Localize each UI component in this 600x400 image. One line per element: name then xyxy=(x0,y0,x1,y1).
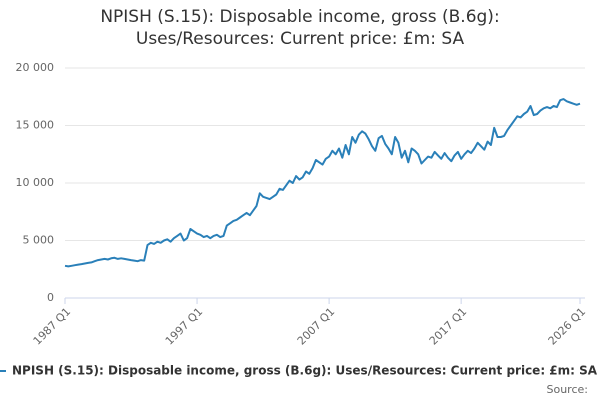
x-tick-label: 1997 Q1 xyxy=(163,305,206,348)
y-tick-label: 20 000 xyxy=(16,61,55,74)
x-tick-label: 1987 Q1 xyxy=(31,305,74,348)
data-line xyxy=(64,98,581,268)
x-tick-label: 2026 Q1 xyxy=(546,305,589,348)
chart-title: NPISH (S.15): Disposable income, gross (… xyxy=(100,7,500,49)
y-tick-label: 0 xyxy=(47,291,54,304)
legend-label: NPISH (S.15): Disposable income, gross (… xyxy=(12,364,598,378)
y-tick-label: 10 000 xyxy=(16,176,55,189)
y-tick-label: 15 000 xyxy=(16,119,55,132)
x-tick-label: 2017 Q1 xyxy=(427,305,470,348)
source-label: Source: xyxy=(547,383,589,396)
x-tick-label: 2007 Q1 xyxy=(295,305,338,348)
y-tick-label: 5 000 xyxy=(23,234,55,247)
